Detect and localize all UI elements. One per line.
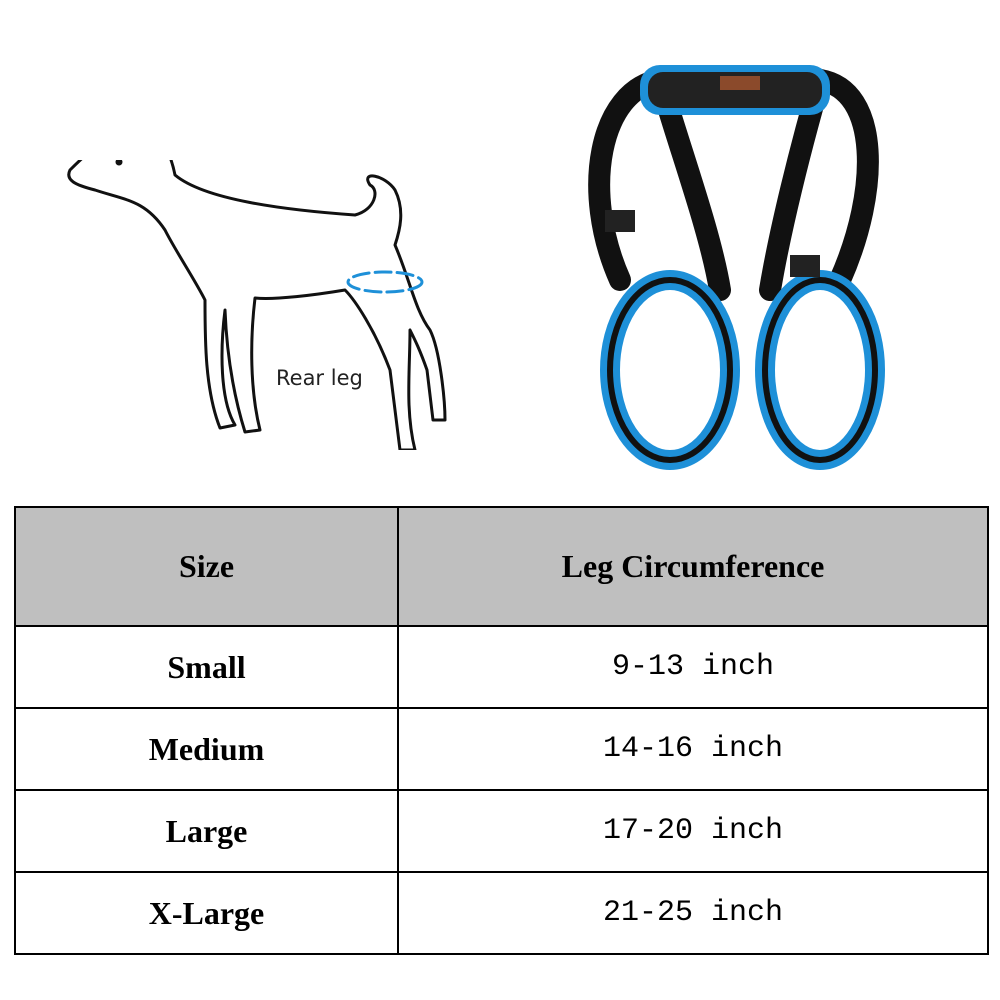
header-size: Size bbox=[14, 506, 399, 627]
size-chart-table: Size Leg Circumference Small 9-13 inch M… bbox=[14, 506, 989, 955]
circumference-cell: 17-20 inch bbox=[397, 789, 989, 873]
circumference-cell: 14-16 inch bbox=[397, 707, 989, 791]
harness-product-image bbox=[588, 65, 885, 470]
dog-outline-illustration bbox=[67, 160, 447, 450]
size-cell: Large bbox=[14, 789, 399, 873]
size-cell: X-Large bbox=[14, 871, 399, 955]
size-cell: Medium bbox=[14, 707, 399, 791]
table-row: Medium 14-16 inch bbox=[14, 707, 989, 791]
size-cell: Small bbox=[14, 625, 399, 709]
table-row: Large 17-20 inch bbox=[14, 789, 989, 873]
circumference-cell: 21-25 inch bbox=[397, 871, 989, 955]
table-row: X-Large 21-25 inch bbox=[14, 871, 989, 955]
rear-leg-label: Rear leg bbox=[276, 366, 363, 390]
circumference-cell: 9-13 inch bbox=[397, 625, 989, 709]
table-header-row: Size Leg Circumference bbox=[14, 506, 989, 627]
header-leg-circumference: Leg Circumference bbox=[397, 506, 989, 627]
table-row: Small 9-13 inch bbox=[14, 625, 989, 709]
